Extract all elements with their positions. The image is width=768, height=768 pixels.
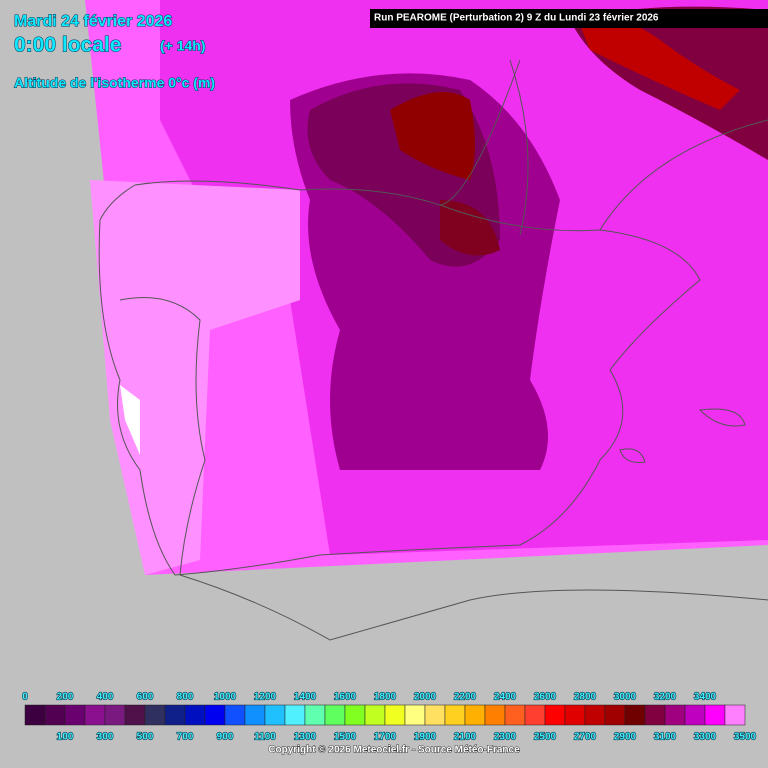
border-line xyxy=(119,297,206,576)
legend-label: 3400 xyxy=(694,692,717,703)
legend-label: 1100 xyxy=(254,732,276,743)
legend-label: 2200 xyxy=(454,692,477,703)
lead-time: (+ 14h) xyxy=(160,38,206,54)
legend-label: 1800 xyxy=(374,692,397,703)
legend-label: 1200 xyxy=(254,692,277,703)
date: Mardi 24 février 2026 xyxy=(14,13,172,30)
legend-label: 0 xyxy=(22,692,28,703)
legend-swatch xyxy=(84,704,106,726)
legend-label: 3000 xyxy=(614,692,637,703)
legend-swatch xyxy=(184,704,206,726)
legend-label: 1900 xyxy=(414,732,437,743)
parameter: Altitude de l'isotherme 0°c (m) xyxy=(14,75,215,91)
field-gap xyxy=(120,385,140,455)
legend-label: 200 xyxy=(57,692,74,703)
legend-swatch xyxy=(204,704,226,726)
legend-swatch xyxy=(304,704,326,726)
legend-label: 3200 xyxy=(654,692,677,703)
legend-swatch xyxy=(524,704,546,726)
legend-label: 2700 xyxy=(574,732,597,743)
legend-label: 300 xyxy=(97,732,114,743)
legend-swatch xyxy=(384,704,406,726)
legend-label: 3300 xyxy=(694,732,717,743)
legend-swatch xyxy=(404,704,426,726)
legend-swatch xyxy=(664,704,686,726)
legend-swatch xyxy=(624,704,646,726)
legend-swatch xyxy=(244,704,266,726)
field-zone xyxy=(440,200,500,256)
legend: 0 100 200 300 400 500 600 700 800 900 1000 1100 1200… xyxy=(22,691,758,743)
legend-swatch xyxy=(24,704,46,726)
legend-label: 700 xyxy=(177,732,194,743)
legend-swatch xyxy=(564,704,586,726)
legend-swatch xyxy=(164,704,186,726)
legend-label: 1500 xyxy=(334,732,357,743)
border-line xyxy=(439,59,768,236)
legend-swatch xyxy=(584,704,606,726)
island xyxy=(619,408,746,463)
legend-label: 2600 xyxy=(534,692,557,703)
local-time: 0:00 locale xyxy=(14,34,121,57)
legend-swatch xyxy=(644,704,666,726)
legend-swatch xyxy=(444,704,466,726)
legend-label: 2100 xyxy=(454,732,477,743)
legend-swatch xyxy=(544,704,566,726)
legend-label: 2800 xyxy=(574,692,597,703)
legend-swatch xyxy=(264,704,286,726)
legend-label: 3100 xyxy=(654,732,677,743)
legend-swatch xyxy=(124,704,146,726)
legend-swatch xyxy=(484,704,506,726)
legend-label: 100 xyxy=(57,732,74,743)
legend-swatch xyxy=(284,704,306,726)
legend-swatch xyxy=(464,704,486,726)
copyright: Copyright © 2026 Meteociel.fr - Source M… xyxy=(268,745,520,756)
legend-swatch xyxy=(504,704,526,726)
legend-label: 1400 xyxy=(294,692,317,703)
legend-label: 2400 xyxy=(494,692,517,703)
legend-label: 2900 xyxy=(614,732,637,743)
legend-swatch xyxy=(364,704,386,726)
field-zone xyxy=(390,92,475,180)
legend-label: 2300 xyxy=(494,732,517,743)
legend-label: 800 xyxy=(177,692,194,703)
legend-swatch xyxy=(724,704,746,726)
legend-swatch xyxy=(704,704,726,726)
legend-swatch xyxy=(224,704,246,726)
legend-label: 400 xyxy=(97,692,114,703)
legend-swatch xyxy=(64,704,86,726)
legend-label: 2000 xyxy=(414,692,437,703)
legend-label: 2500 xyxy=(534,732,557,743)
legend-label: 1700 xyxy=(374,732,397,743)
run-banner xyxy=(370,9,768,28)
coastline xyxy=(179,574,768,641)
legend-swatch xyxy=(324,704,346,726)
legend-label: 1000 xyxy=(214,692,237,703)
run-info: Run PEAROME (Perturbation 2) 9 Z du Lund… xyxy=(374,13,659,24)
legend-swatch xyxy=(104,704,126,726)
field-zone xyxy=(90,180,300,575)
legend-swatch xyxy=(144,704,166,726)
legend-label: 500 xyxy=(137,732,154,743)
legend-label: 600 xyxy=(137,692,154,703)
legend-swatch xyxy=(344,704,366,726)
legend-label: 1600 xyxy=(334,692,357,703)
legend-swatch xyxy=(44,704,66,726)
legend-label: 3500 xyxy=(734,732,757,743)
legend-swatch xyxy=(424,704,446,726)
legend-label: 1300 xyxy=(294,732,317,743)
legend-swatch xyxy=(684,704,706,726)
legend-swatch xyxy=(604,704,626,726)
field-zone xyxy=(580,20,740,110)
legend-label: 900 xyxy=(217,732,234,743)
